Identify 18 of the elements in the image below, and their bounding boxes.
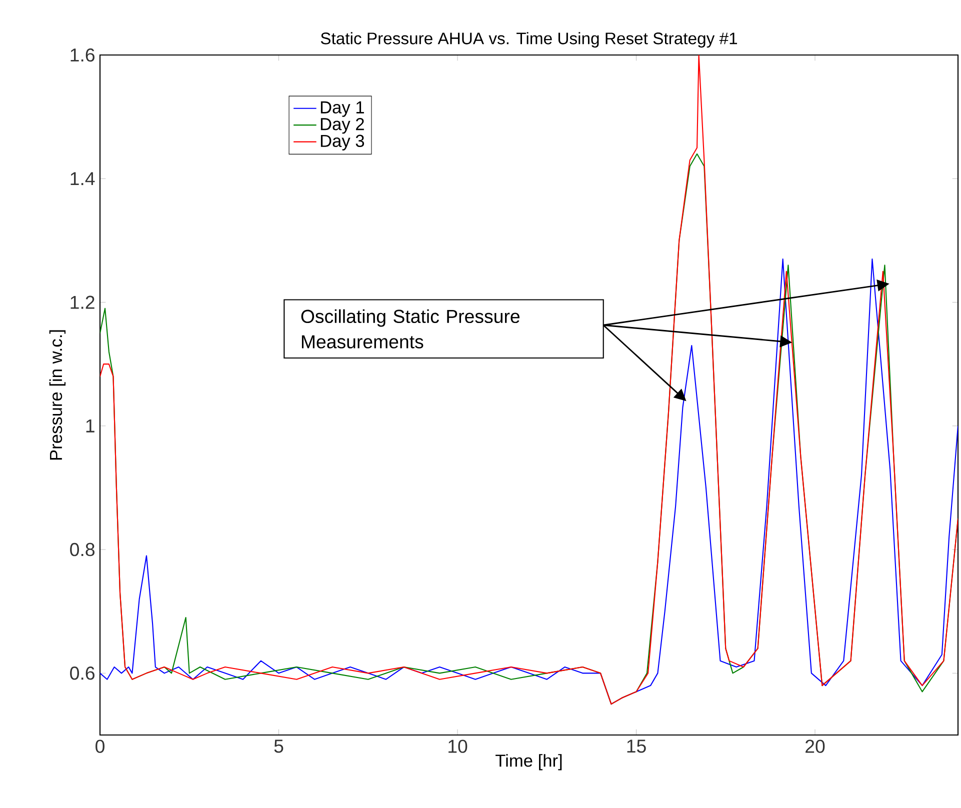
x-axis-title: Time [hr] bbox=[496, 754, 562, 770]
legend-label: Day 2 bbox=[320, 118, 364, 134]
y-axis-title: Pressure [in w.c.] bbox=[49, 330, 66, 460]
y-tick-label: 1.6 bbox=[70, 48, 94, 62]
x-tick-label: 0 bbox=[96, 740, 104, 753]
chart-title: Static Pressure AHUA vs. Time Using Reset Strategy #1 bbox=[320, 32, 738, 48]
y-tick-label: 0.6 bbox=[70, 666, 94, 680]
legend-label: Day 3 bbox=[320, 134, 364, 150]
y-tick-label: 1 bbox=[86, 419, 94, 432]
y-tick-label: 0.8 bbox=[70, 542, 94, 556]
annotation: Oscillating Static Pressure Measurements bbox=[301, 309, 520, 348]
y-tick-label: 1.2 bbox=[70, 296, 94, 309]
x-tick-label: 10 bbox=[448, 740, 468, 753]
x-tick-label: 15 bbox=[627, 740, 646, 753]
x-tick-label: 5 bbox=[274, 740, 284, 753]
legend-label: Day 1 bbox=[320, 101, 364, 117]
y-tick-label: 1.4 bbox=[70, 172, 95, 186]
x-tick-label: 20 bbox=[806, 740, 825, 753]
